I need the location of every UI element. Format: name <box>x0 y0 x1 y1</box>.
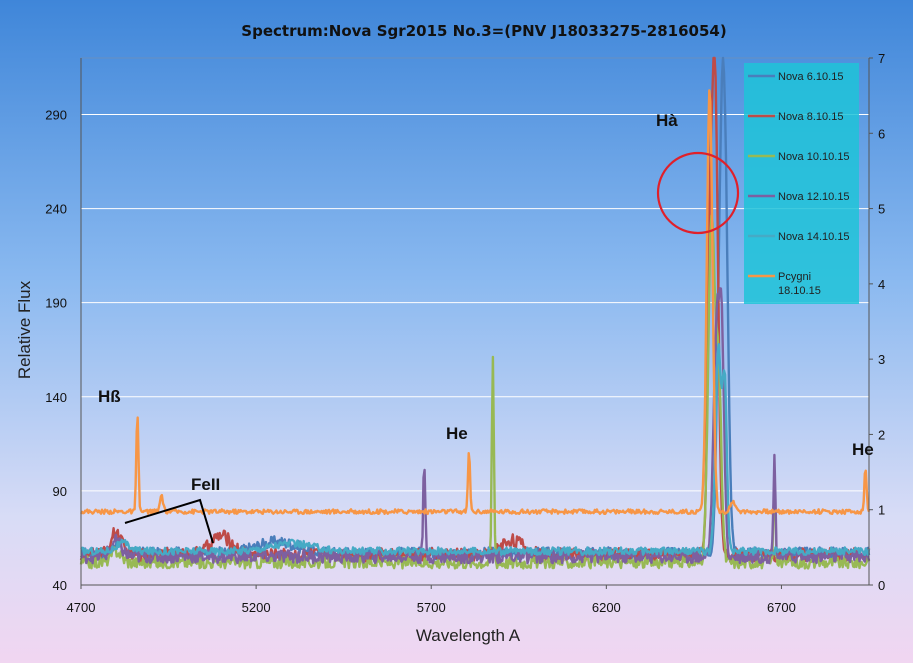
y-tick-label: 240 <box>45 202 67 217</box>
x-tick-label: 6700 <box>767 600 796 615</box>
legend-label: Nova 14.10.15 <box>778 231 850 243</box>
y2-tick-label: 0 <box>878 578 885 593</box>
x-tick-label: 6200 <box>592 600 621 615</box>
annotation-feii: FeII <box>191 475 220 494</box>
series-line <box>79 287 871 565</box>
y2-tick-label: 2 <box>878 427 885 442</box>
x-tick-label: 5700 <box>417 600 446 615</box>
series-line <box>79 214 871 570</box>
feii-pointer-lines <box>124 498 214 544</box>
y2-tick-label: 5 <box>878 202 885 217</box>
annotation-he-1: He <box>446 424 468 443</box>
series-line <box>80 343 871 557</box>
legend-box <box>744 63 859 304</box>
gridlines <box>81 113 869 492</box>
legend: Nova 6.10.15 Nova 8.10.15 Nova 10.10.15 Nov… <box>748 71 850 297</box>
y-tick-label: 140 <box>45 390 67 405</box>
tick-labels: 40 90 140 190 240 290 0 1 2 3 4 5 6 7 4700 5200 5700 6200… <box>45 51 885 615</box>
y2-tick-label: 6 <box>878 126 885 141</box>
y2-tick-label: 7 <box>878 51 885 66</box>
y2-tick-label: 3 <box>878 352 885 367</box>
y2-tick-label: 4 <box>878 277 885 292</box>
annotation-he-2: He <box>852 440 874 459</box>
x-axis-label: Wavelength A <box>416 626 521 645</box>
y-tick-label: 90 <box>53 484 67 499</box>
annotation-hbeta: Hß <box>98 387 121 406</box>
legend-label: Pcygni <box>778 271 811 283</box>
series-lines <box>79 56 871 570</box>
legend-label: 18.10.15 <box>778 285 821 297</box>
y-tick-label: 40 <box>53 578 67 593</box>
series-line <box>79 89 871 515</box>
annotation-halpha: Hà <box>656 111 678 130</box>
legend-label: Nova 10.10.15 <box>778 151 850 163</box>
y-tick-label: 190 <box>45 296 67 311</box>
legend-label: Nova 8.10.15 <box>778 111 843 123</box>
y-tick-label: 290 <box>45 107 67 122</box>
y2-tick-label: 1 <box>878 503 885 518</box>
legend-label: Nova 6.10.15 <box>778 71 843 83</box>
x-tick-label: 5200 <box>242 600 271 615</box>
x-tick-label: 4700 <box>67 600 96 615</box>
chart-title: Spectrum:Nova Sgr2015 No.3=(PNV J1803327… <box>241 22 726 40</box>
halpha-highlight-circle <box>656 151 740 235</box>
y-axis-label: Relative Flux <box>15 280 34 379</box>
legend-label: Nova 12.10.15 <box>778 191 850 203</box>
